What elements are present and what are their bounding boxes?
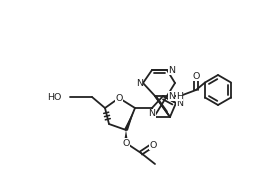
Text: N: N <box>136 79 143 88</box>
Text: H: H <box>176 91 183 100</box>
Polygon shape <box>124 130 128 143</box>
Text: N: N <box>168 66 175 74</box>
Text: HO: HO <box>47 93 61 101</box>
Text: O: O <box>192 71 200 81</box>
Text: N: N <box>148 109 155 118</box>
Text: O: O <box>115 93 123 103</box>
Text: O: O <box>122 139 130 147</box>
Polygon shape <box>124 108 135 131</box>
Text: N: N <box>176 98 183 108</box>
Text: N: N <box>168 91 175 100</box>
Text: O: O <box>149 141 157 149</box>
